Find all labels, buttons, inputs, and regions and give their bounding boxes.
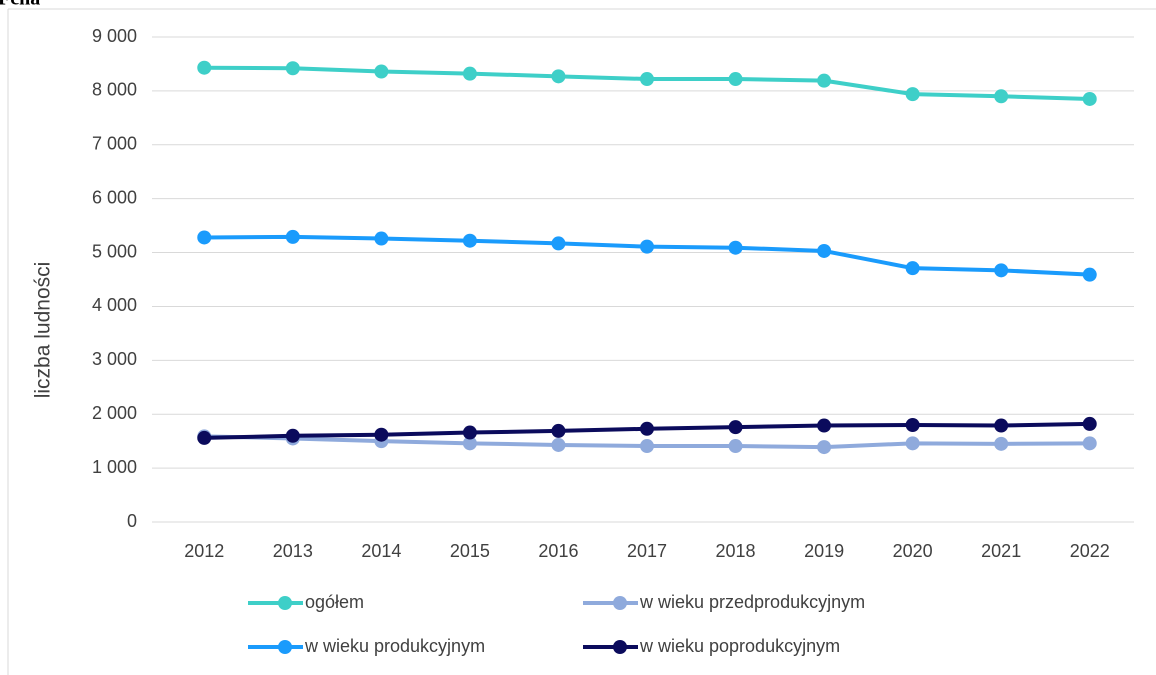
x-tick-label: 2018 [716,541,756,561]
x-tick-label: 2021 [981,541,1021,561]
data-point [462,425,477,440]
y-tick-label: 8 000 [92,80,137,100]
x-tick-label: 2022 [1070,541,1110,561]
y-tick-label: 2 000 [92,403,137,423]
data-point [905,261,920,276]
x-tick-label: 2020 [893,541,933,561]
legend-marker [278,596,292,610]
x-tick-label: 2017 [627,541,667,561]
data-point [817,418,832,433]
legend-marker [613,640,627,654]
x-tick-label: 2012 [184,541,224,561]
x-tick-label: 2019 [804,541,844,561]
data-point [285,428,300,443]
data-point [197,60,212,75]
y-tick-label: 1 000 [92,457,137,477]
data-point [817,243,832,258]
data-point [197,430,212,445]
y-tick-label: 5 000 [92,241,137,261]
data-point [551,236,566,251]
legend-marker [613,596,627,610]
data-point [551,423,566,438]
chart-title: Fcha [0,0,40,10]
x-tick-label: 2016 [538,541,578,561]
data-point [1082,91,1097,106]
data-point [374,64,389,79]
data-point [551,437,566,452]
data-point [905,87,920,102]
y-tick-label: 3 000 [92,349,137,369]
data-point [640,239,654,254]
y-tick-label: 6 000 [92,187,137,207]
data-point [1082,416,1097,431]
data-point [285,229,300,244]
data-point [640,439,654,454]
data-point [374,231,389,246]
y-axis-title: liczba ludności [32,262,55,399]
data-point [994,89,1009,104]
data-point [905,436,920,451]
legend-label: w wieku przedprodukcyjnym [639,592,865,612]
y-tick-label: 7 000 [92,134,137,154]
x-tick-label: 2015 [450,541,490,561]
y-tick-label: 9 000 [92,26,137,46]
data-point [640,72,654,87]
data-point [551,69,566,84]
data-point [728,420,743,435]
data-point [994,263,1009,278]
x-tick-label: 2013 [273,541,313,561]
legend-label: ogółem [305,592,364,612]
data-point [197,230,212,245]
data-point [994,418,1009,433]
data-point [640,421,654,436]
legend-label: w wieku poprodukcyjnym [639,636,840,656]
data-point [817,440,832,455]
data-point [462,66,477,81]
data-point [728,439,743,454]
data-point [1082,267,1097,282]
data-point [728,72,743,87]
legend-label: w wieku produkcyjnym [304,636,485,656]
x-tick-label: 2014 [361,541,401,561]
y-tick-label: 0 [127,511,137,531]
y-tick-label: 4 000 [92,295,137,315]
data-point [462,233,477,248]
data-point [285,61,300,76]
data-point [817,73,832,88]
data-point [374,427,389,442]
data-point [1082,436,1097,451]
legend-marker [278,640,292,654]
data-point [905,418,920,432]
data-point [728,240,743,255]
data-point [462,436,477,451]
data-point [994,436,1009,451]
